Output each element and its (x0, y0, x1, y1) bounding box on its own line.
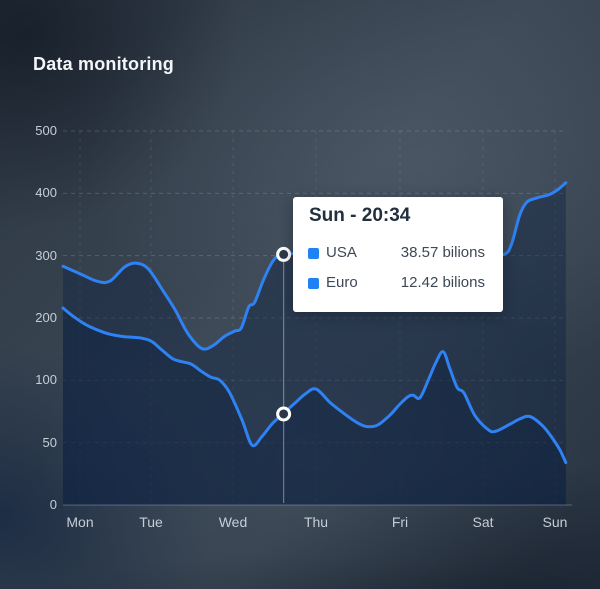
x-axis-tick-label: Sat (472, 514, 494, 530)
tooltip-row-euro: Euro 12.42 bilions (308, 275, 485, 291)
x-axis-tick-label: Sun (542, 514, 568, 530)
series-line-euro (61, 306, 568, 465)
y-axis-tick-label: 200 (35, 310, 57, 325)
tooltip-series-value: 12.42 bilions (400, 274, 485, 291)
page-title: Data monitoring (33, 54, 174, 74)
tooltip-title: Sun - 20:34 (309, 205, 411, 226)
series-area-euro (63, 308, 566, 505)
tooltip-series-label: USA (326, 244, 357, 261)
tooltip-series-label: Euro (326, 274, 358, 291)
y-axis-tick-label: 50 (42, 434, 57, 450)
x-axis-tick-label: Mon (66, 514, 94, 530)
series-swatch-usa-icon (308, 247, 319, 259)
hover-marker-euro (276, 406, 292, 422)
x-axis-tick-label: Wed (218, 514, 248, 530)
series-line-usa (61, 181, 568, 351)
tooltip-series-value: 38.57 bilions (400, 244, 485, 261)
y-axis-tick-label: 100 (35, 372, 57, 388)
hover-marker-usa (276, 246, 292, 262)
y-axis-tick-label: 0 (49, 497, 57, 512)
y-axis-tick-label: 400 (35, 185, 57, 201)
x-axis-tick-label: Tue (139, 514, 163, 530)
series-swatch-euro-icon (308, 277, 319, 289)
y-axis-tick-label: 500 (35, 123, 57, 138)
y-axis-tick-label: 300 (35, 247, 57, 263)
x-axis-tick-label: Thu (303, 514, 329, 530)
tooltip-row-usa: USA 38.57 bilions (308, 245, 485, 261)
chart-tooltip: Sun - 20:34 USA 38.57 bilions Euro 12.42… (293, 197, 503, 312)
x-axis-tick-label: Fri (391, 514, 409, 530)
